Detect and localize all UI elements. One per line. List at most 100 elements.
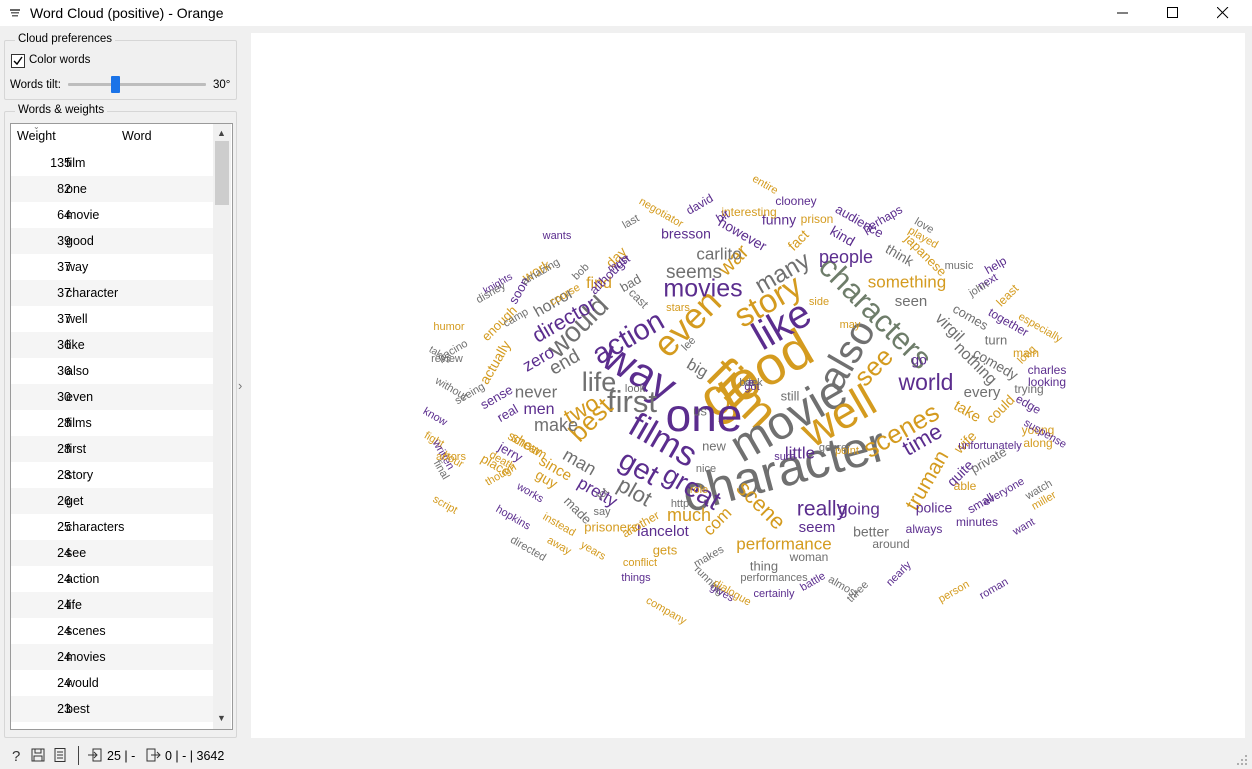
close-button[interactable] — [1200, 0, 1246, 26]
cloud-word[interactable]: help — [982, 253, 1009, 277]
column-header-word[interactable]: Word — [122, 129, 152, 143]
table-row[interactable]: 30 even — [11, 384, 213, 410]
cloud-word[interactable]: along — [1023, 436, 1052, 450]
cloud-word[interactable]: young — [1022, 423, 1055, 437]
cloud-word[interactable]: performance — [736, 534, 831, 553]
cloud-word[interactable]: funny — [762, 212, 796, 228]
cloud-word[interactable]: charles — [1028, 363, 1067, 377]
cloud-word[interactable]: humor — [433, 321, 465, 333]
cloud-word[interactable]: makes — [692, 543, 726, 570]
table-row[interactable]: 24 scenes — [11, 618, 213, 644]
cloud-word[interactable]: unfortunately — [958, 440, 1022, 452]
cloud-word[interactable]: trying — [1014, 382, 1043, 396]
cloud-word[interactable]: conflict — [623, 557, 657, 569]
cloud-word[interactable]: one — [666, 389, 743, 441]
table-row[interactable]: 135 film — [11, 150, 213, 176]
cloud-word[interactable]: e — [748, 377, 754, 389]
cloud-word[interactable]: instead — [541, 511, 578, 539]
cloud-word[interactable]: music — [945, 260, 974, 272]
minimize-button[interactable] — [1100, 0, 1146, 26]
cloud-word[interactable]: seems — [666, 262, 722, 283]
cloud-word[interactable]: stars — [666, 302, 690, 314]
cloud-word[interactable]: role — [690, 484, 708, 496]
cloud-word[interactable]: prison — [801, 212, 834, 226]
table-row[interactable]: 24 see — [11, 540, 213, 566]
cloud-word[interactable]: away — [545, 534, 574, 557]
resize-grip-icon[interactable] — [1236, 754, 1248, 766]
cloud-word[interactable]: script — [431, 493, 460, 517]
scrollbar-thumb[interactable] — [215, 141, 229, 205]
cloud-word[interactable]: gets — [653, 542, 678, 557]
scroll-up-icon[interactable]: ▲ — [217, 128, 226, 138]
cloud-word[interactable]: person — [936, 578, 971, 605]
save-icon[interactable] — [30, 747, 46, 763]
cloud-word[interactable]: roman — [977, 576, 1010, 602]
cloud-word[interactable]: people — [819, 247, 873, 267]
cloud-word[interactable]: point — [835, 445, 859, 457]
scroll-down-icon[interactable]: ▼ — [217, 713, 226, 723]
cloud-word[interactable]: sure — [774, 451, 795, 463]
cloud-word[interactable]: men — [523, 401, 554, 418]
help-icon[interactable]: ? — [9, 747, 25, 763]
cloud-word[interactable]: seem — [799, 519, 836, 536]
cloud-word[interactable]: performances — [740, 572, 808, 584]
table-row[interactable]: 24 would — [11, 670, 213, 696]
cloud-word[interactable]: always — [906, 522, 943, 536]
cloud-word[interactable]: nearly — [884, 559, 914, 589]
cloud-word[interactable]: look — [625, 383, 646, 395]
cloud-word[interactable]: nice — [696, 463, 716, 475]
cloud-word[interactable]: bresson — [661, 226, 711, 242]
table-row[interactable]: 24 life — [11, 592, 213, 618]
cloud-word[interactable]: http — [671, 498, 689, 510]
cloud-word[interactable]: turn — [985, 332, 1007, 347]
cloud-word[interactable]: de — [745, 377, 757, 389]
cloud-word[interactable]: take — [951, 397, 984, 426]
cloud-word[interactable]: hopkins — [494, 503, 533, 533]
table-row[interactable]: 28 films — [11, 410, 213, 436]
cloud-word[interactable]: actually — [476, 338, 514, 387]
words-tilt-slider[interactable] — [68, 83, 206, 86]
cloud-word[interactable]: go — [911, 352, 927, 368]
table-row[interactable]: 39 good — [11, 228, 213, 254]
words-tilt-slider-handle[interactable] — [111, 76, 120, 93]
cloud-word[interactable]: really — [797, 498, 848, 521]
cloud-word[interactable]: make — [534, 415, 578, 435]
cloud-word[interactable]: much — [667, 505, 711, 525]
table-row[interactable]: 25 characters — [11, 514, 213, 540]
table-row[interactable]: 36 like — [11, 332, 213, 358]
cloud-word[interactable]: prisoners — [584, 519, 638, 534]
cloud-word[interactable]: main — [1013, 346, 1039, 360]
cloud-word[interactable]: things — [621, 572, 651, 584]
cloud-word[interactable]: us — [693, 403, 707, 418]
cloud-word[interactable]: say — [593, 506, 611, 518]
cloud-word[interactable]: know — [421, 405, 449, 428]
cloud-word[interactable]: got — [744, 381, 759, 393]
cloud-word[interactable]: certainly — [754, 588, 795, 600]
table-row[interactable]: 37 way — [11, 254, 213, 280]
table-row[interactable]: 23 best — [11, 696, 213, 722]
table-row[interactable]: 26 get — [11, 488, 213, 514]
cloud-word[interactable]: around — [872, 537, 909, 551]
maximize-button[interactable] — [1150, 0, 1196, 26]
cloud-word[interactable]: want — [1010, 516, 1037, 539]
cloud-word[interactable]: world — [898, 369, 954, 395]
table-row[interactable]: 28 first — [11, 436, 213, 462]
cloud-word[interactable]: actors — [436, 451, 466, 463]
table-row[interactable]: 82 one — [11, 176, 213, 202]
cloud-word[interactable]: police — [916, 500, 953, 516]
vertical-scrollbar[interactable]: ▲ ▼ — [213, 124, 231, 729]
cloud-word[interactable]: new — [702, 438, 726, 453]
cloud-word[interactable]: genre — [819, 442, 847, 454]
cloud-word[interactable]: david — [684, 191, 716, 217]
cloud-word[interactable]: fact — [784, 226, 811, 253]
cloud-word[interactable]: interesting — [721, 205, 776, 219]
table-row[interactable]: 28 story — [11, 462, 213, 488]
cloud-word[interactable]: little — [785, 443, 815, 462]
collapse-panel-icon[interactable]: › — [238, 378, 243, 393]
cloud-word[interactable]: life — [582, 367, 617, 397]
cloud-word[interactable]: least — [993, 281, 1021, 309]
cloud-word[interactable]: every — [964, 384, 1001, 401]
words-weights-table[interactable]: ⌄ Weight Word 135 film 82 one 64 movie 39 good 3… — [10, 123, 233, 730]
cloud-word[interactable]: company — [644, 595, 689, 628]
table-row[interactable]: 64 movie — [11, 202, 213, 228]
